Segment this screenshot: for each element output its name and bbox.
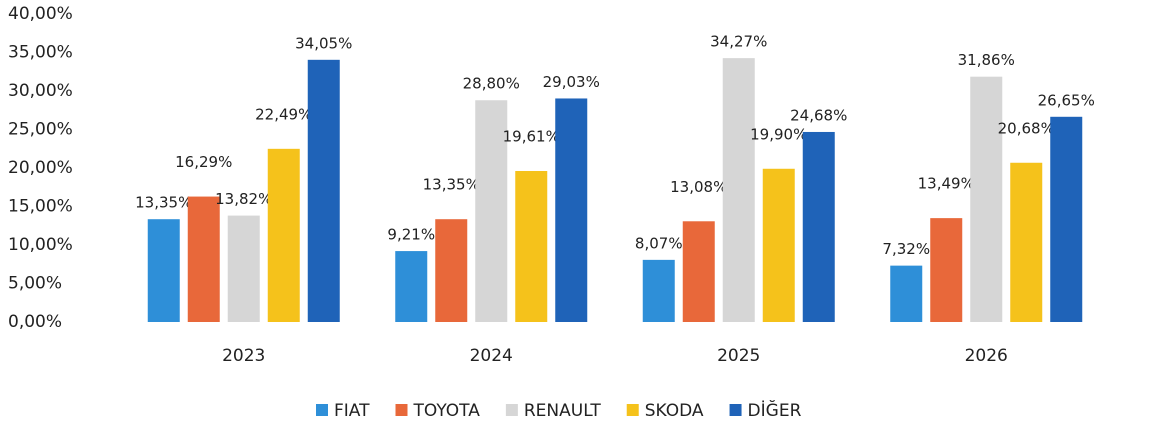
bar	[515, 171, 548, 322]
y-tick-label: 25,00%	[8, 120, 73, 140]
x-tick-label: 2023	[222, 346, 265, 366]
y-tick-label: 10,00%	[8, 235, 73, 255]
data-label: 34,05%	[295, 34, 352, 52]
legend-label: RENAULT	[524, 401, 601, 421]
bar	[802, 131, 835, 322]
y-tick-label: 40,00%	[8, 4, 73, 24]
bar	[762, 168, 795, 322]
legend-label: TOYOTA	[413, 401, 481, 421]
data-label: 19,61%	[503, 128, 560, 146]
data-label: 13,82%	[215, 190, 272, 208]
legend-label: FIAT	[334, 401, 370, 421]
data-label: 19,90%	[750, 125, 807, 143]
x-tick-label: 2025	[717, 346, 760, 366]
bar	[682, 221, 715, 322]
data-label: 13,35%	[423, 176, 480, 194]
y-tick-label: 30,00%	[8, 81, 73, 101]
data-label: 9,21%	[387, 226, 435, 244]
bar	[267, 148, 300, 322]
data-label: 16,29%	[175, 153, 232, 171]
y-tick-label: 15,00%	[8, 197, 73, 217]
x-tick-label: 2024	[470, 346, 513, 366]
y-tick-label: 5,00%	[8, 274, 62, 294]
bar	[475, 100, 508, 323]
legend-swatch	[626, 404, 639, 416]
x-tick-label: 2026	[965, 346, 1008, 366]
bar	[555, 98, 588, 323]
bar	[395, 251, 428, 322]
y-tick-label: 20,00%	[8, 158, 73, 178]
data-label: 22,49%	[255, 105, 312, 123]
legend-swatch	[316, 404, 328, 416]
bar	[970, 76, 1003, 322]
bar	[890, 265, 923, 322]
legend-swatch	[729, 404, 742, 416]
data-label: 13,35%	[135, 194, 192, 212]
bar	[1050, 116, 1083, 322]
bar	[187, 196, 220, 322]
data-label: 8,07%	[635, 234, 683, 252]
data-label: 29,03%	[543, 73, 600, 91]
data-label: 26,65%	[1038, 91, 1095, 109]
data-label: 13,49%	[918, 175, 975, 193]
data-label: 34,27%	[710, 33, 767, 51]
bar	[722, 58, 755, 322]
data-label: 28,80%	[463, 75, 520, 93]
bar	[1010, 162, 1043, 322]
y-tick-label: 0,00%	[8, 312, 62, 332]
legend-swatch	[505, 404, 518, 416]
data-label: 24,68%	[790, 106, 847, 124]
bar	[930, 218, 963, 322]
legend-swatch	[395, 404, 408, 416]
bar	[147, 219, 180, 322]
bar	[307, 59, 340, 322]
bar	[435, 219, 468, 322]
legend-label: SKODA	[645, 401, 704, 421]
legend-label: DİĞER	[748, 399, 802, 421]
y-tick-label: 35,00%	[8, 43, 73, 63]
bar	[227, 215, 260, 322]
bar	[642, 259, 675, 322]
data-label: 7,32%	[882, 240, 930, 258]
data-label: 31,86%	[958, 51, 1015, 69]
data-label: 13,08%	[670, 178, 727, 196]
data-label: 20,68%	[998, 119, 1055, 137]
